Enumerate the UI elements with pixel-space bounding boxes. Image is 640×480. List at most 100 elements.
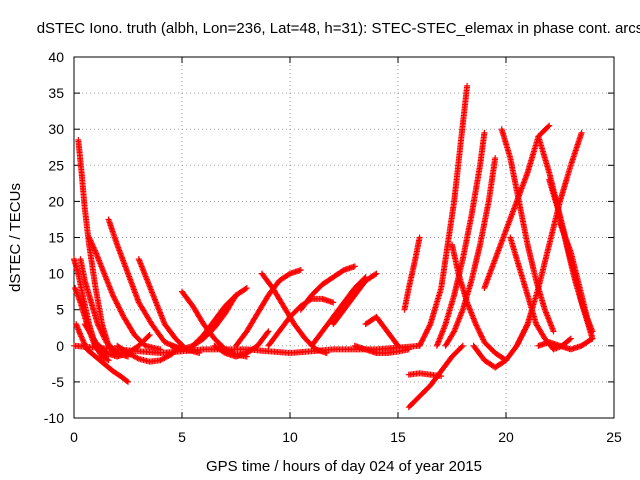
data-marker [351, 263, 358, 270]
y-tick-label: 0 [56, 338, 64, 354]
data-series [535, 335, 596, 353]
data-marker [422, 331, 428, 338]
data-marker [113, 300, 120, 307]
data-marker [112, 297, 119, 304]
data-marker [297, 266, 304, 273]
data-series [233, 266, 304, 349]
data-marker [97, 326, 104, 333]
data-marker [566, 336, 573, 343]
data-marker [478, 333, 485, 340]
x-tick-label: 20 [498, 429, 514, 445]
data-marker [588, 336, 595, 343]
data-marker [424, 327, 431, 334]
data-marker [100, 333, 107, 340]
data-marker [94, 321, 101, 328]
data-marker [264, 329, 271, 336]
data-marker [372, 271, 379, 278]
data-marker [567, 335, 574, 342]
data-marker [113, 299, 120, 306]
data-marker [96, 323, 103, 330]
data-marker [99, 330, 106, 337]
data-marker [111, 296, 118, 303]
data-marker [101, 335, 108, 342]
data-marker [95, 322, 102, 329]
data-marker [518, 333, 525, 340]
data-series [416, 82, 471, 349]
data-marker [519, 330, 526, 337]
data-marker [522, 325, 529, 332]
data-marker [521, 327, 528, 334]
y-tick-label: -10 [44, 410, 64, 426]
data-marker [111, 294, 118, 301]
data-marker [481, 129, 488, 136]
data-marker [475, 326, 482, 333]
y-tick-label: -5 [52, 374, 65, 390]
data-series [330, 270, 380, 328]
data-marker [145, 333, 152, 340]
y-axis-label: dSTEC / TECUs [7, 183, 24, 292]
data-marker [115, 304, 122, 311]
data-marker [418, 338, 425, 345]
data-marker [589, 335, 596, 342]
data-marker [233, 292, 239, 299]
data-marker [578, 129, 585, 136]
data-series [442, 155, 499, 349]
y-tick-label: 25 [48, 157, 64, 173]
data-series [258, 270, 330, 357]
x-axis-label: GPS time / hours of day 024 of year 2015 [206, 458, 482, 475]
data-series [297, 263, 358, 313]
x-tick-label: 15 [390, 429, 406, 445]
data-layer [71, 82, 596, 411]
data-marker [477, 330, 484, 337]
grid [74, 57, 614, 418]
data-marker [419, 337, 426, 344]
data-marker [523, 322, 530, 329]
data-marker [373, 270, 380, 277]
data-marker [515, 338, 522, 345]
data-marker [464, 82, 471, 89]
data-marker [516, 337, 523, 344]
data-marker [123, 378, 130, 385]
data-marker [519, 331, 526, 338]
data-marker [98, 329, 105, 336]
y-tick-label: 40 [48, 49, 64, 65]
data-marker [96, 325, 103, 332]
data-series [86, 234, 164, 353]
data-marker [423, 329, 430, 336]
data-marker [422, 330, 429, 337]
data-marker [102, 336, 109, 343]
data-marker [419, 336, 426, 343]
data-series [405, 370, 445, 380]
data-marker [521, 326, 528, 333]
data-marker [420, 334, 427, 341]
data-marker [472, 321, 479, 328]
data-marker [98, 328, 105, 335]
data-marker [104, 356, 111, 363]
data-series [557, 220, 596, 342]
data-marker [517, 334, 524, 341]
x-tick-label: 25 [606, 429, 622, 445]
data-marker [117, 307, 124, 314]
data-marker [520, 329, 527, 336]
y-tick-label: 10 [48, 266, 64, 282]
data-marker [515, 340, 522, 347]
data-series [71, 342, 423, 357]
data-marker [426, 323, 433, 330]
data-marker [473, 322, 480, 329]
data-marker [523, 323, 530, 330]
data-marker [119, 311, 126, 318]
y-tick-label: 15 [48, 230, 64, 246]
data-marker [424, 326, 431, 333]
data-marker [425, 325, 432, 332]
data-marker [474, 325, 481, 332]
data-marker [458, 343, 465, 350]
data-marker [478, 332, 485, 339]
data-marker [242, 285, 249, 292]
data-series [405, 342, 466, 411]
data-marker [517, 336, 524, 343]
data-marker [416, 234, 423, 241]
data-marker [513, 342, 520, 349]
x-tick-label: 0 [70, 429, 78, 445]
data-marker [476, 329, 483, 336]
